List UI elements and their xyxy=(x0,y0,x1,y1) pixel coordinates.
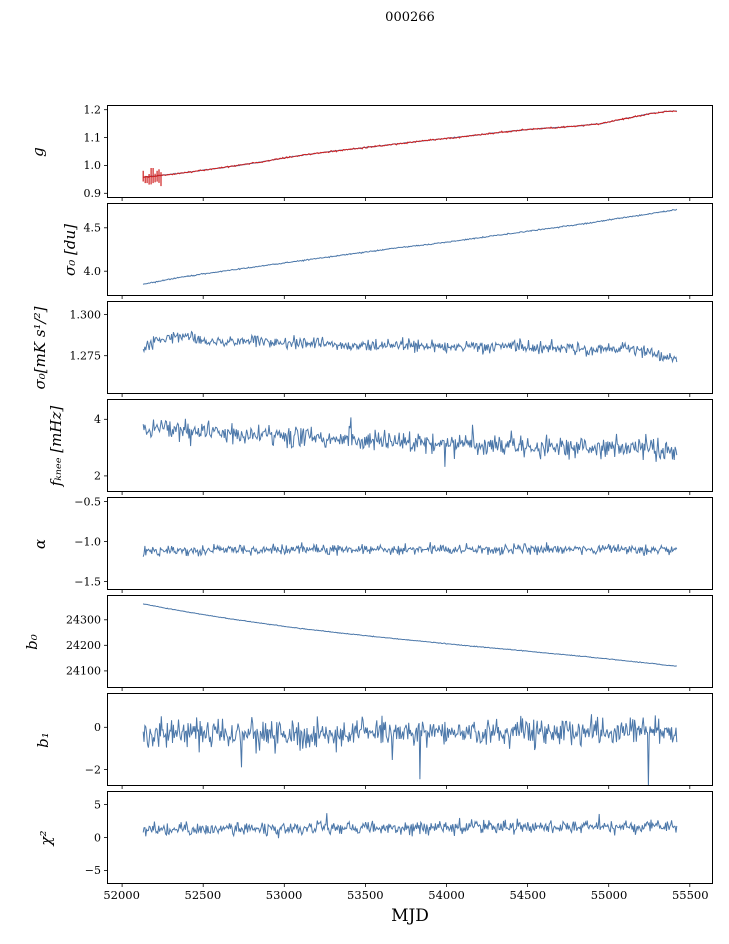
x-tick-label: 55500 xyxy=(671,888,709,902)
svg-text:4.0: 4.0 xyxy=(84,265,102,278)
svg-text:0: 0 xyxy=(94,831,101,844)
x-tick-label: 53500 xyxy=(347,888,384,902)
svg-text:1.275: 1.275 xyxy=(70,350,102,363)
x-tick-label: 55000 xyxy=(590,888,628,902)
series-chi2 xyxy=(142,813,678,839)
panel-b1-plot: −2 0 xyxy=(85,693,713,789)
svg-text:1.1: 1.1 xyxy=(84,131,102,144)
ylabel-chi2: χ² xyxy=(37,829,55,846)
svg-text:−1.0: −1.0 xyxy=(74,535,101,548)
series-f-knee xyxy=(142,417,678,467)
svg-text:−1.5: −1.5 xyxy=(74,575,101,588)
figure-title: 000266 xyxy=(385,10,435,25)
ylabel-g: g xyxy=(29,146,47,157)
series-gain-measured xyxy=(143,110,677,178)
svg-text:24100: 24100 xyxy=(66,665,101,678)
svg-text:0: 0 xyxy=(94,721,101,734)
x-tick-label: 52000 xyxy=(103,888,140,902)
svg-text:1.300: 1.300 xyxy=(70,308,102,321)
panel-b0-plot: 24100 24200 24300 xyxy=(66,595,713,691)
panel-sigma0_du-plot: 4.0 4.5 xyxy=(84,203,713,299)
svg-text:5: 5 xyxy=(94,798,101,811)
svg-text:−5: −5 xyxy=(85,864,101,877)
x-tick-label: 54500 xyxy=(509,888,547,902)
svg-text:24300: 24300 xyxy=(66,614,101,627)
panel-g-plot: 0.9 1.0 1.1 1.2 xyxy=(84,104,713,201)
series-alpha xyxy=(142,542,678,557)
errorbars-gain-measured xyxy=(142,168,162,187)
svg-text:4: 4 xyxy=(94,413,101,426)
series-sigma0-du xyxy=(142,208,678,285)
svg-text:0.9: 0.9 xyxy=(84,187,102,200)
svg-text:−2: −2 xyxy=(85,763,101,776)
svg-text:1.2: 1.2 xyxy=(84,104,102,117)
panel-chi2-plot: −5 0 5 xyxy=(85,791,713,887)
panel-f_knee-plot: 24 xyxy=(94,399,713,495)
series-gain-fit xyxy=(143,110,677,178)
panel-sigma0_mK-plot: 1.275 1.300 xyxy=(70,301,713,397)
series-b1 xyxy=(142,714,678,786)
x-axis-title: MJD xyxy=(391,906,429,926)
x-tick-label: 53000 xyxy=(265,888,303,902)
series-sigma0-mk xyxy=(142,330,678,364)
panel-alpha-plot: −0.5 −1.0 −1.5 xyxy=(74,495,713,593)
svg-text:4.5: 4.5 xyxy=(84,222,102,235)
x-tick-label: 54000 xyxy=(428,888,465,902)
x-tick-label: 52500 xyxy=(184,888,222,902)
svg-text:−0.5: −0.5 xyxy=(74,495,101,508)
svg-text:2: 2 xyxy=(94,470,101,483)
series-b0 xyxy=(142,603,677,667)
svg-text:1.0: 1.0 xyxy=(84,159,102,172)
svg-text:24200: 24200 xyxy=(66,639,101,652)
